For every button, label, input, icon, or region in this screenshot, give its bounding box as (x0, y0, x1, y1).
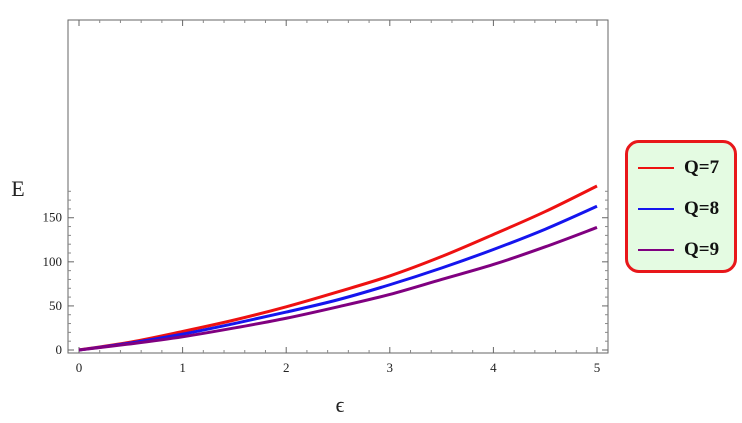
plot-frame (67, 19, 609, 354)
y-tick-label: 150 (43, 210, 63, 225)
legend: Q=7 Q=8 Q=9 (625, 140, 737, 273)
y-tick-label: 0 (56, 342, 63, 357)
x-tick-label: 2 (283, 360, 290, 375)
x-tick-label: 1 (179, 360, 186, 375)
y-tick-label: 100 (43, 254, 63, 269)
x-tick-label: 3 (387, 360, 394, 375)
axis-ticks (68, 20, 608, 353)
x-tick-label: 5 (594, 360, 601, 375)
legend-item: Q=9 (638, 229, 734, 270)
series-line-Q=7 (78, 184, 598, 352)
x-tick-label: 4 (490, 360, 497, 375)
series-line-Q=8 (78, 204, 598, 352)
series-line-Q=9 (78, 226, 598, 352)
legend-label: Q=9 (684, 238, 720, 260)
legend-swatch (638, 248, 674, 251)
legend-item: Q=8 (638, 188, 734, 229)
legend-label: Q=7 (684, 156, 720, 178)
legend-swatch (638, 207, 674, 210)
y-axis-title: E (11, 176, 24, 201)
legend-label: Q=8 (684, 197, 720, 219)
legend-swatch (638, 166, 674, 169)
y-tick-label: 50 (49, 298, 62, 313)
series-lines (78, 184, 598, 352)
legend-item: Q=7 (638, 147, 734, 188)
x-axis-title: ϵ (336, 392, 345, 417)
x-tick-label: 0 (76, 360, 83, 375)
